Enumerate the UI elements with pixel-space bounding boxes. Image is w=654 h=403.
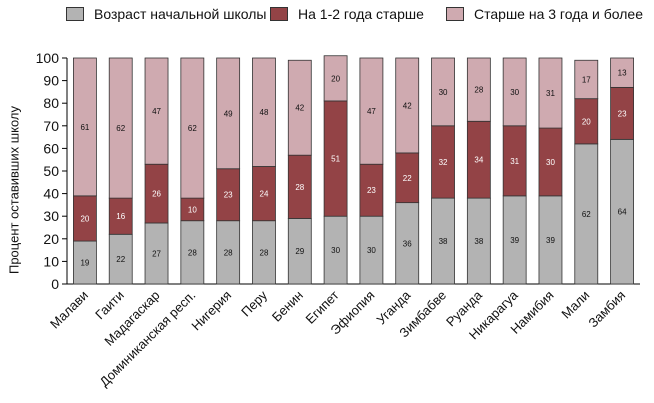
legend-item-primary-age: Возраст начальной школы xyxy=(66,6,266,22)
data-label: 26 xyxy=(152,190,161,199)
data-label: 36 xyxy=(403,239,412,248)
y-tick-label: 60 xyxy=(43,140,59,156)
chart-legend: Возраст начальной школы На 1-2 года стар… xyxy=(0,6,654,26)
data-label: 47 xyxy=(367,107,376,116)
data-label: 19 xyxy=(80,259,89,268)
bar-segment xyxy=(73,57,97,197)
data-label: 22 xyxy=(403,174,412,183)
bar-segment xyxy=(323,55,348,102)
bar-segment xyxy=(180,57,205,199)
data-label: 30 xyxy=(546,158,555,167)
bar-segment xyxy=(216,57,241,170)
x-tick-label: Перу xyxy=(238,287,270,319)
data-label: 62 xyxy=(188,124,197,133)
data-label: 22 xyxy=(116,255,125,264)
data-label: 27 xyxy=(152,249,161,258)
data-label: 39 xyxy=(510,236,519,245)
y-tick-label: 10 xyxy=(43,253,59,269)
x-tick-label: Замбия xyxy=(585,288,628,331)
y-tick-label: 100 xyxy=(36,50,60,66)
data-label: 34 xyxy=(474,156,483,165)
data-label: 28 xyxy=(188,248,197,257)
y-tick-label: 40 xyxy=(43,186,59,202)
data-label: 23 xyxy=(618,109,627,118)
data-label: 61 xyxy=(80,123,89,132)
data-label: 62 xyxy=(116,124,125,133)
data-label: 23 xyxy=(224,191,233,200)
data-label: 30 xyxy=(367,246,376,255)
bar-segment xyxy=(287,59,312,156)
legend-label-1-2-years-older: На 1-2 года старше xyxy=(298,6,424,22)
bar-segment xyxy=(466,57,491,122)
data-label: 48 xyxy=(260,108,269,117)
data-label: 28 xyxy=(474,86,483,95)
bar-segment xyxy=(538,57,563,129)
bar-segment xyxy=(108,57,133,199)
y-tick-label: 20 xyxy=(43,231,59,247)
data-label: 16 xyxy=(116,212,125,221)
y-tick-label: 0 xyxy=(51,276,59,292)
y-tick-label: 90 xyxy=(43,73,59,89)
y-tick-label: 70 xyxy=(43,118,59,134)
data-label: 17 xyxy=(582,75,591,84)
data-label: 29 xyxy=(295,247,304,256)
data-label: 20 xyxy=(582,117,591,126)
data-label: 13 xyxy=(618,69,627,78)
data-label: 39 xyxy=(546,236,555,245)
data-label: 49 xyxy=(224,109,233,118)
data-label: 28 xyxy=(224,248,233,257)
data-label: 38 xyxy=(439,237,448,246)
data-label: 28 xyxy=(295,183,304,192)
data-label: 31 xyxy=(510,157,519,166)
bar-segment xyxy=(431,57,455,127)
data-label: 42 xyxy=(295,104,304,113)
data-label: 10 xyxy=(188,205,197,214)
x-tick-label: Бенин xyxy=(269,288,306,325)
x-tick-label: Малави xyxy=(47,288,91,332)
legend-label-3-plus-years-older: Старше на 3 года и более xyxy=(474,6,643,22)
data-label: 30 xyxy=(510,88,519,97)
data-label: 28 xyxy=(260,248,269,257)
x-tick-label: Мали xyxy=(558,288,592,322)
data-label: 64 xyxy=(618,208,627,217)
data-label: 20 xyxy=(331,74,340,83)
legend-swatch-3-plus-years-older xyxy=(446,7,464,21)
data-label: 38 xyxy=(474,237,483,246)
legend-item-3-plus-years-older: Старше на 3 года и более xyxy=(446,6,643,22)
bar-segment xyxy=(252,57,276,167)
bar-segment xyxy=(502,57,527,127)
legend-label-primary-age: Возраст начальной школы xyxy=(94,6,267,22)
bar-segment xyxy=(574,59,599,100)
data-label: 30 xyxy=(331,246,340,255)
bar-segment xyxy=(610,57,634,88)
x-tick-label: Нигерия xyxy=(188,288,234,334)
data-label: 51 xyxy=(331,155,340,164)
legend-item-1-2-years-older: На 1-2 года старше xyxy=(270,6,424,22)
y-tick-label: 30 xyxy=(43,208,59,224)
bar-segment xyxy=(359,57,384,165)
data-label: 23 xyxy=(367,186,376,195)
bar-segment xyxy=(395,57,420,154)
data-label: 30 xyxy=(439,88,448,97)
y-tick-label: 50 xyxy=(43,163,59,179)
y-tick-label: 80 xyxy=(43,95,59,111)
data-label: 32 xyxy=(439,158,448,167)
bar-segment xyxy=(144,57,169,165)
legend-swatch-primary-age xyxy=(66,7,84,21)
data-label: 31 xyxy=(546,89,555,98)
data-label: 62 xyxy=(582,210,591,219)
data-label: 20 xyxy=(80,214,89,223)
data-label: 24 xyxy=(260,190,269,199)
data-label: 42 xyxy=(403,101,412,110)
data-label: 47 xyxy=(152,107,161,116)
legend-swatch-1-2-years-older xyxy=(270,7,288,21)
